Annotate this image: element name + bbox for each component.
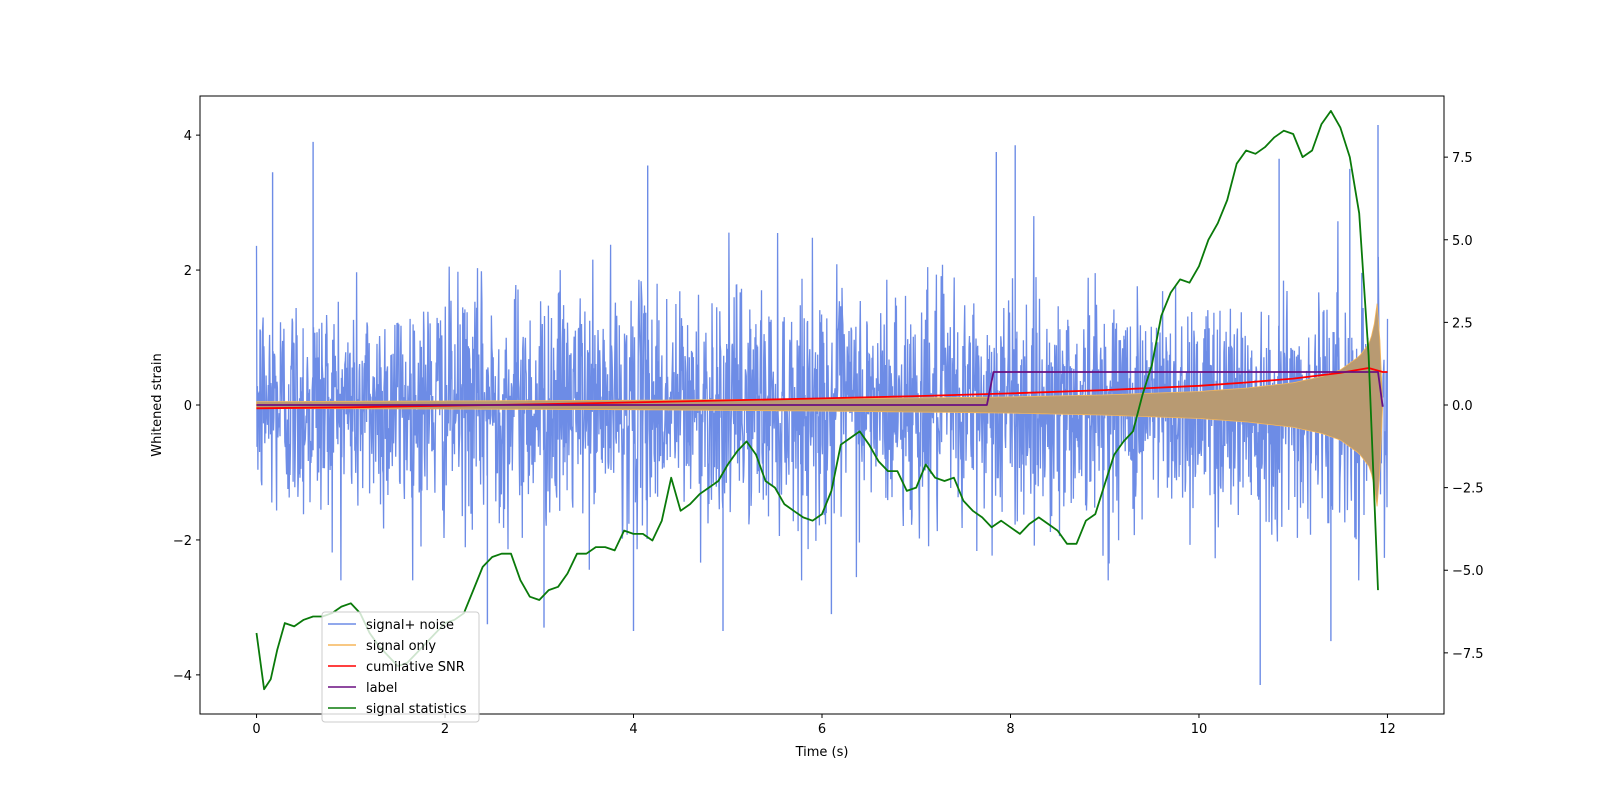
x-tick-label: 6 bbox=[818, 722, 826, 737]
x-tick-label: 2 bbox=[441, 722, 449, 737]
signal-noise-line bbox=[255, 216, 1389, 581]
x-axis-label: Time (s) bbox=[795, 745, 849, 760]
legend-label-cumilative-snr: cumilative SNR bbox=[366, 660, 465, 675]
x-tick-label: 4 bbox=[629, 722, 637, 737]
legend-item-label: label bbox=[328, 681, 397, 696]
y-tick-label: −4 bbox=[173, 669, 192, 684]
x-tick-label: 12 bbox=[1379, 722, 1396, 737]
y-axis-left: 4 2 0 −2 −4 bbox=[173, 129, 200, 684]
x-axis: 0 2 4 6 8 10 12 bbox=[252, 714, 1396, 737]
legend-item-cumilative-snr: cumilative SNR bbox=[328, 660, 465, 675]
y2-tick-label: −2.5 bbox=[1452, 482, 1484, 497]
y-axis-label: Whitened strain bbox=[150, 353, 165, 456]
legend: signal+ noise signal only cumilative SNR… bbox=[321, 611, 480, 723]
plot-area bbox=[255, 110, 1389, 691]
y-tick-label: 2 bbox=[184, 264, 192, 279]
legend-box bbox=[321, 611, 480, 723]
y-tick-label: 4 bbox=[184, 129, 192, 144]
y2-tick-label: −5.0 bbox=[1452, 564, 1484, 579]
legend-item-signal-noise: signal+ noise bbox=[328, 618, 454, 633]
x-tick-label: 10 bbox=[1191, 722, 1208, 737]
label-line bbox=[256, 371, 1384, 407]
y2-tick-label: 2.5 bbox=[1452, 316, 1473, 331]
y-tick-label: −2 bbox=[173, 534, 192, 549]
y2-tick-label: −7.5 bbox=[1452, 647, 1484, 662]
legend-label-label: label bbox=[366, 681, 397, 696]
legend-label-signal-only: signal only bbox=[366, 639, 436, 654]
y-tick-label: 0 bbox=[184, 399, 192, 414]
x-tick-label: 8 bbox=[1006, 722, 1014, 737]
y-axis-right: 7.5 5.0 2.5 0.0 −2.5 −5.0 −7.5 bbox=[1444, 151, 1484, 662]
legend-label-signal-noise: signal+ noise bbox=[366, 618, 454, 633]
y2-tick-label: 5.0 bbox=[1452, 234, 1473, 249]
legend-item-signal-statistics: signal statistics bbox=[328, 702, 467, 717]
y2-tick-label: 7.5 bbox=[1452, 151, 1473, 166]
x-tick-label: 0 bbox=[252, 722, 260, 737]
legend-label-signal-statistics: signal statistics bbox=[366, 702, 467, 717]
y2-tick-label: 0.0 bbox=[1452, 399, 1473, 414]
legend-item-signal-only: signal only bbox=[328, 639, 436, 654]
